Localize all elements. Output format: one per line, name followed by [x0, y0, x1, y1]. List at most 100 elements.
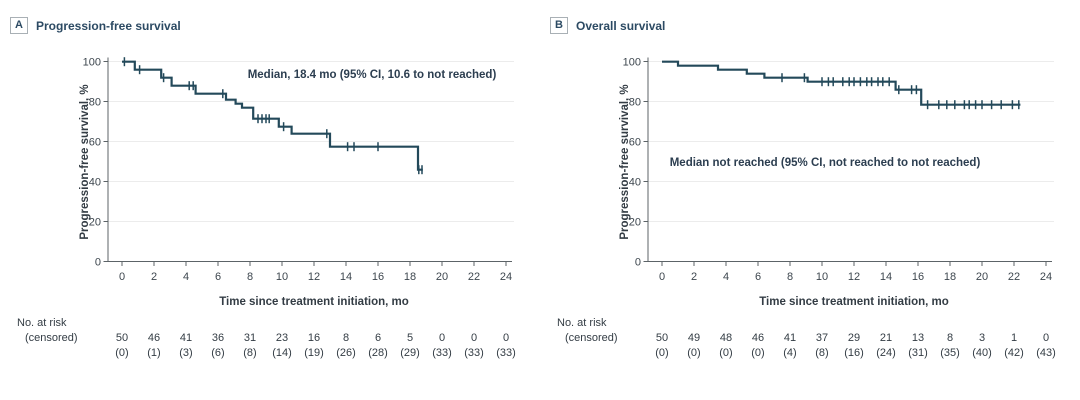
y-axis-label: Progression-free survival, % [79, 84, 91, 239]
panel-b: B Overall survival 0 20 40 60 80 100 0 2 4 6 8 10 12… [540, 0, 1080, 400]
risk-censored-count: (1) [147, 347, 160, 359]
x-tick-label: 20 [436, 271, 448, 283]
risk-at-risk-count: 6 [375, 332, 381, 344]
x-tick-label: 16 [372, 271, 384, 283]
panel-b-header: B Overall survival [550, 17, 665, 34]
risk-censored-count: (24) [876, 347, 896, 359]
x-tick-label: 24 [500, 271, 512, 283]
risk-at-risk-count: 50 [656, 332, 668, 344]
risk-at-risk-count: 3 [979, 332, 985, 344]
y-tick-label: 80 [89, 97, 101, 109]
y-tick-label: 60 [89, 137, 101, 149]
x-tick-label: 22 [468, 271, 480, 283]
risk-at-risk-count: 46 [752, 332, 764, 344]
risk-at-risk-count: 13 [912, 332, 924, 344]
risk-at-risk-count: 0 [1043, 332, 1049, 344]
x-tick-label: 4 [183, 271, 189, 283]
risk-table-censored-label: (censored) [565, 332, 618, 344]
risk-at-risk-count: 0 [471, 332, 477, 344]
x-tick-label: 24 [1040, 271, 1052, 283]
risk-censored-count: (33) [464, 347, 484, 359]
y-axis-label: Progression-free survival, % [619, 84, 631, 239]
risk-censored-count: (0) [751, 347, 764, 359]
risk-at-risk-count: 36 [212, 332, 224, 344]
x-tick-label: 0 [659, 271, 665, 283]
risk-at-risk-count: 48 [720, 332, 732, 344]
risk-at-risk-count: 41 [784, 332, 796, 344]
risk-at-risk-count: 8 [343, 332, 349, 344]
x-axis-label: Time since treatment initiation, mo [219, 296, 409, 308]
y-tick-label: 80 [629, 97, 641, 109]
risk-censored-count: (3) [179, 347, 192, 359]
x-tick-label: 16 [912, 271, 924, 283]
x-tick-label: 6 [215, 271, 221, 283]
panel-a-header: A Progression-free survival [10, 17, 181, 34]
x-tick-label: 20 [976, 271, 988, 283]
risk-at-risk-count: 21 [880, 332, 892, 344]
risk-censored-count: (43) [1036, 347, 1056, 359]
x-tick-label: 12 [848, 271, 860, 283]
risk-at-risk-count: 1 [1011, 332, 1017, 344]
risk-at-risk-count: 49 [688, 332, 700, 344]
x-axis-label: Time since treatment initiation, mo [759, 296, 949, 308]
risk-censored-count: (33) [432, 347, 452, 359]
x-tick-label: 4 [723, 271, 729, 283]
risk-censored-count: (29) [400, 347, 420, 359]
risk-censored-count: (33) [496, 347, 516, 359]
panel-a-title: Progression-free survival [36, 18, 181, 33]
risk-at-risk-count: 0 [439, 332, 445, 344]
panel-b-title: Overall survival [576, 18, 666, 33]
risk-censored-count: (0) [655, 347, 668, 359]
panel-a: A Progression-free survival 0 20 40 60 80 100… [10, 17, 516, 359]
y-tick-label: 20 [89, 217, 101, 229]
x-tick-label: 18 [944, 271, 956, 283]
x-tick-label: 6 [755, 271, 761, 283]
risk-table-label: No. at risk [557, 317, 607, 329]
panel-b-letter-badge: B [550, 17, 568, 34]
y-tick-label: 0 [635, 257, 641, 269]
risk-at-risk-count: 16 [308, 332, 320, 344]
risk-at-risk-count: 5 [407, 332, 413, 344]
risk-table-censored-label: (censored) [25, 332, 78, 344]
x-tick-label: 14 [340, 271, 352, 283]
risk-censored-count: (14) [272, 347, 292, 359]
risk-at-risk-count: 46 [148, 332, 160, 344]
panel-a-letter-badge: A [10, 17, 28, 34]
y-tick-label: 100 [623, 57, 641, 69]
y-tick-label: 0 [95, 257, 101, 269]
risk-censored-count: (28) [368, 347, 388, 359]
x-tick-label: 14 [880, 271, 892, 283]
x-tick-label: 18 [404, 271, 416, 283]
x-tick-label: 10 [816, 271, 828, 283]
x-tick-label: 22 [1008, 271, 1020, 283]
risk-censored-count: (6) [211, 347, 224, 359]
risk-censored-count: (8) [815, 347, 828, 359]
x-tick-label: 0 [119, 271, 125, 283]
risk-censored-count: (0) [687, 347, 700, 359]
risk-censored-count: (0) [719, 347, 732, 359]
risk-at-risk-count: 50 [116, 332, 128, 344]
median-annotation: Median not reached (95% CI, not reached … [670, 157, 981, 169]
y-tick-label: 20 [629, 217, 641, 229]
risk-censored-count: (26) [336, 347, 356, 359]
risk-at-risk-count: 29 [848, 332, 860, 344]
x-tick-label: 12 [308, 271, 320, 283]
risk-censored-count: (16) [844, 347, 864, 359]
risk-censored-count: (42) [1004, 347, 1024, 359]
risk-censored-count: (4) [783, 347, 796, 359]
risk-at-risk-count: 31 [244, 332, 256, 344]
risk-table-label: No. at risk [17, 317, 67, 329]
x-tick-label: 8 [247, 271, 253, 283]
x-tick-label: 2 [691, 271, 697, 283]
x-tick-label: 2 [151, 271, 157, 283]
risk-at-risk-count: 37 [816, 332, 828, 344]
risk-at-risk-count: 8 [947, 332, 953, 344]
risk-censored-count: (35) [940, 347, 960, 359]
y-tick-label: 100 [83, 57, 101, 69]
risk-at-risk-count: 0 [503, 332, 509, 344]
